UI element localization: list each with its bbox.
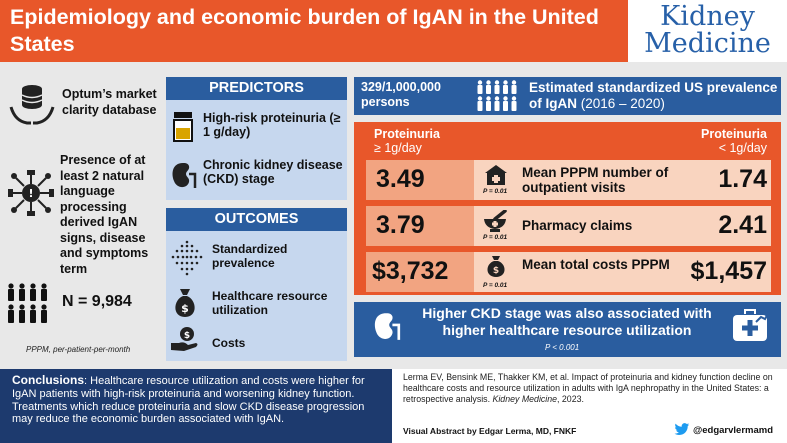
costs-label: Mean total costs PPPM bbox=[522, 257, 670, 272]
conclusions-text: Conclusions: Healthcare resource utiliza… bbox=[12, 374, 388, 426]
medical-bag-icon bbox=[730, 308, 770, 346]
hospital-icon bbox=[484, 164, 508, 186]
cost-bag-icon: $ bbox=[484, 255, 508, 279]
outcomes-heading: OUTCOMES bbox=[166, 208, 347, 231]
outpatient-label: Mean PPPM number of outpatient visits bbox=[522, 165, 669, 195]
low-proteinuria-label: Proteinuria bbox=[701, 127, 767, 141]
costs-p-value: P = 0.01 bbox=[483, 282, 508, 289]
prevalence-description: Estimated standardized US prevalence of … bbox=[529, 80, 781, 112]
ckd-p-value: P < 0.001 bbox=[545, 343, 580, 352]
svg-text:$: $ bbox=[181, 302, 189, 315]
citation-panel bbox=[392, 369, 787, 443]
outcomes-panel bbox=[166, 208, 347, 361]
predictor-ckd: Chronic kidney disease (CKD) stage bbox=[203, 158, 343, 186]
dot-population-icon bbox=[171, 240, 203, 276]
footnote: PPPM, per-patient-per-month bbox=[26, 345, 131, 354]
ckd-panel bbox=[354, 302, 781, 357]
outpatient-low-value: 1.74 bbox=[718, 165, 767, 193]
people-grid-icon bbox=[476, 80, 518, 112]
citation-journal: Kidney Medicine bbox=[492, 394, 558, 404]
hand-coin-icon: $ bbox=[170, 326, 200, 352]
kidney-white-icon bbox=[370, 310, 402, 342]
high-proteinuria-threshold: ≥ 1g/day bbox=[374, 141, 422, 155]
svg-text:!: ! bbox=[28, 187, 33, 200]
logo-line-1: Kidney bbox=[660, 1, 755, 32]
low-proteinuria-threshold: < 1g/day bbox=[718, 141, 767, 155]
page-title: Epidemiology and economic burden of IgAN… bbox=[10, 5, 599, 56]
citation-text: Lerma EV, Bensink ME, Thakker KM, et al.… bbox=[403, 372, 773, 404]
twitter-bird-icon bbox=[674, 423, 690, 436]
conclusions-label: Conclusions bbox=[12, 373, 85, 387]
row-right-cell bbox=[474, 252, 771, 292]
outpatient-high-value: 3.49 bbox=[376, 165, 425, 193]
ckd-text: Higher CKD stage was also associated wit… bbox=[422, 305, 712, 338]
visual-abstract-credit: Visual Abstract by Edgar Lerma, MD, FNKF bbox=[403, 426, 577, 436]
twitter-handle: @edgarvlermamd bbox=[693, 425, 774, 436]
people-group-icon bbox=[6, 283, 50, 325]
outcome-costs: Costs bbox=[212, 336, 246, 350]
citation-year: , 2023. bbox=[557, 394, 584, 404]
outcome-prevalence: Standardized prevalence bbox=[212, 242, 288, 270]
outpatient-p-value: P = 0.01 bbox=[483, 188, 508, 195]
money-bag-icon: $ bbox=[170, 287, 200, 319]
comparison-row-pharmacy: 3.79 P = 0.01 Pharmacy claims 2.41 bbox=[366, 206, 771, 246]
costs-high-value: $3,732 bbox=[372, 257, 449, 285]
row-left-cell bbox=[366, 252, 474, 292]
row-right-cell bbox=[474, 160, 771, 200]
mortar-pestle-icon bbox=[482, 210, 508, 232]
row-left-cell bbox=[366, 206, 474, 246]
logo-line-2: Medicine bbox=[644, 28, 771, 59]
comparison-row-outpatient: 3.49 P = 0.01 Mean PPPM number of outpat… bbox=[366, 160, 771, 200]
high-proteinuria-header: Proteinuria ≥ 1g/day bbox=[374, 127, 440, 155]
conclusions-panel bbox=[0, 369, 392, 443]
urine-cup-icon bbox=[172, 112, 194, 142]
conclusions-body: : Healthcare resource utilization and co… bbox=[12, 375, 365, 426]
row-right-cell bbox=[474, 206, 771, 246]
n-count: N = 9,984 bbox=[62, 293, 132, 310]
high-proteinuria-label: Proteinuria bbox=[374, 127, 440, 141]
pharmacy-low-value: 2.41 bbox=[718, 211, 767, 239]
comparison-row-costs: $3,732 $ P = 0.01 Mean total costs PPPM … bbox=[366, 252, 771, 292]
network-nodes-icon: ! bbox=[8, 170, 54, 216]
database-text: Optum’s market clarity database bbox=[62, 87, 157, 117]
svg-text:$: $ bbox=[493, 266, 499, 276]
predictor-proteinuria: High-risk proteinuria (≥ 1 g/day) bbox=[203, 111, 341, 139]
citation: Lerma EV, Bensink ME, Thakker KM, et al.… bbox=[403, 372, 781, 405]
pharmacy-p-value: P = 0.01 bbox=[483, 234, 508, 241]
row-left-cell bbox=[366, 160, 474, 200]
outcome-hcru: Healthcare resource utilization bbox=[212, 289, 328, 317]
kidney-icon bbox=[168, 160, 198, 190]
criteria-text: Presence of at least 2 natural language … bbox=[60, 153, 149, 276]
svg-text:$: $ bbox=[184, 331, 190, 341]
prevalence-text: Estimated standardized US prevalence of … bbox=[529, 80, 778, 111]
prevalence-banner bbox=[354, 77, 781, 115]
low-proteinuria-header: Proteinuria < 1g/day bbox=[661, 127, 767, 155]
pharmacy-label: Pharmacy claims bbox=[522, 218, 633, 233]
database-hand-icon bbox=[9, 83, 55, 125]
prevalence-years: (2016 – 2020) bbox=[580, 96, 665, 111]
journal-logo: Kidney Medicine bbox=[628, 0, 787, 62]
costs-low-value: $1,457 bbox=[690, 257, 767, 285]
predictors-heading: PREDICTORS bbox=[166, 77, 347, 100]
pharmacy-high-value: 3.79 bbox=[376, 211, 425, 239]
prevalence-count: 329/1,000,000 persons bbox=[361, 80, 441, 109]
